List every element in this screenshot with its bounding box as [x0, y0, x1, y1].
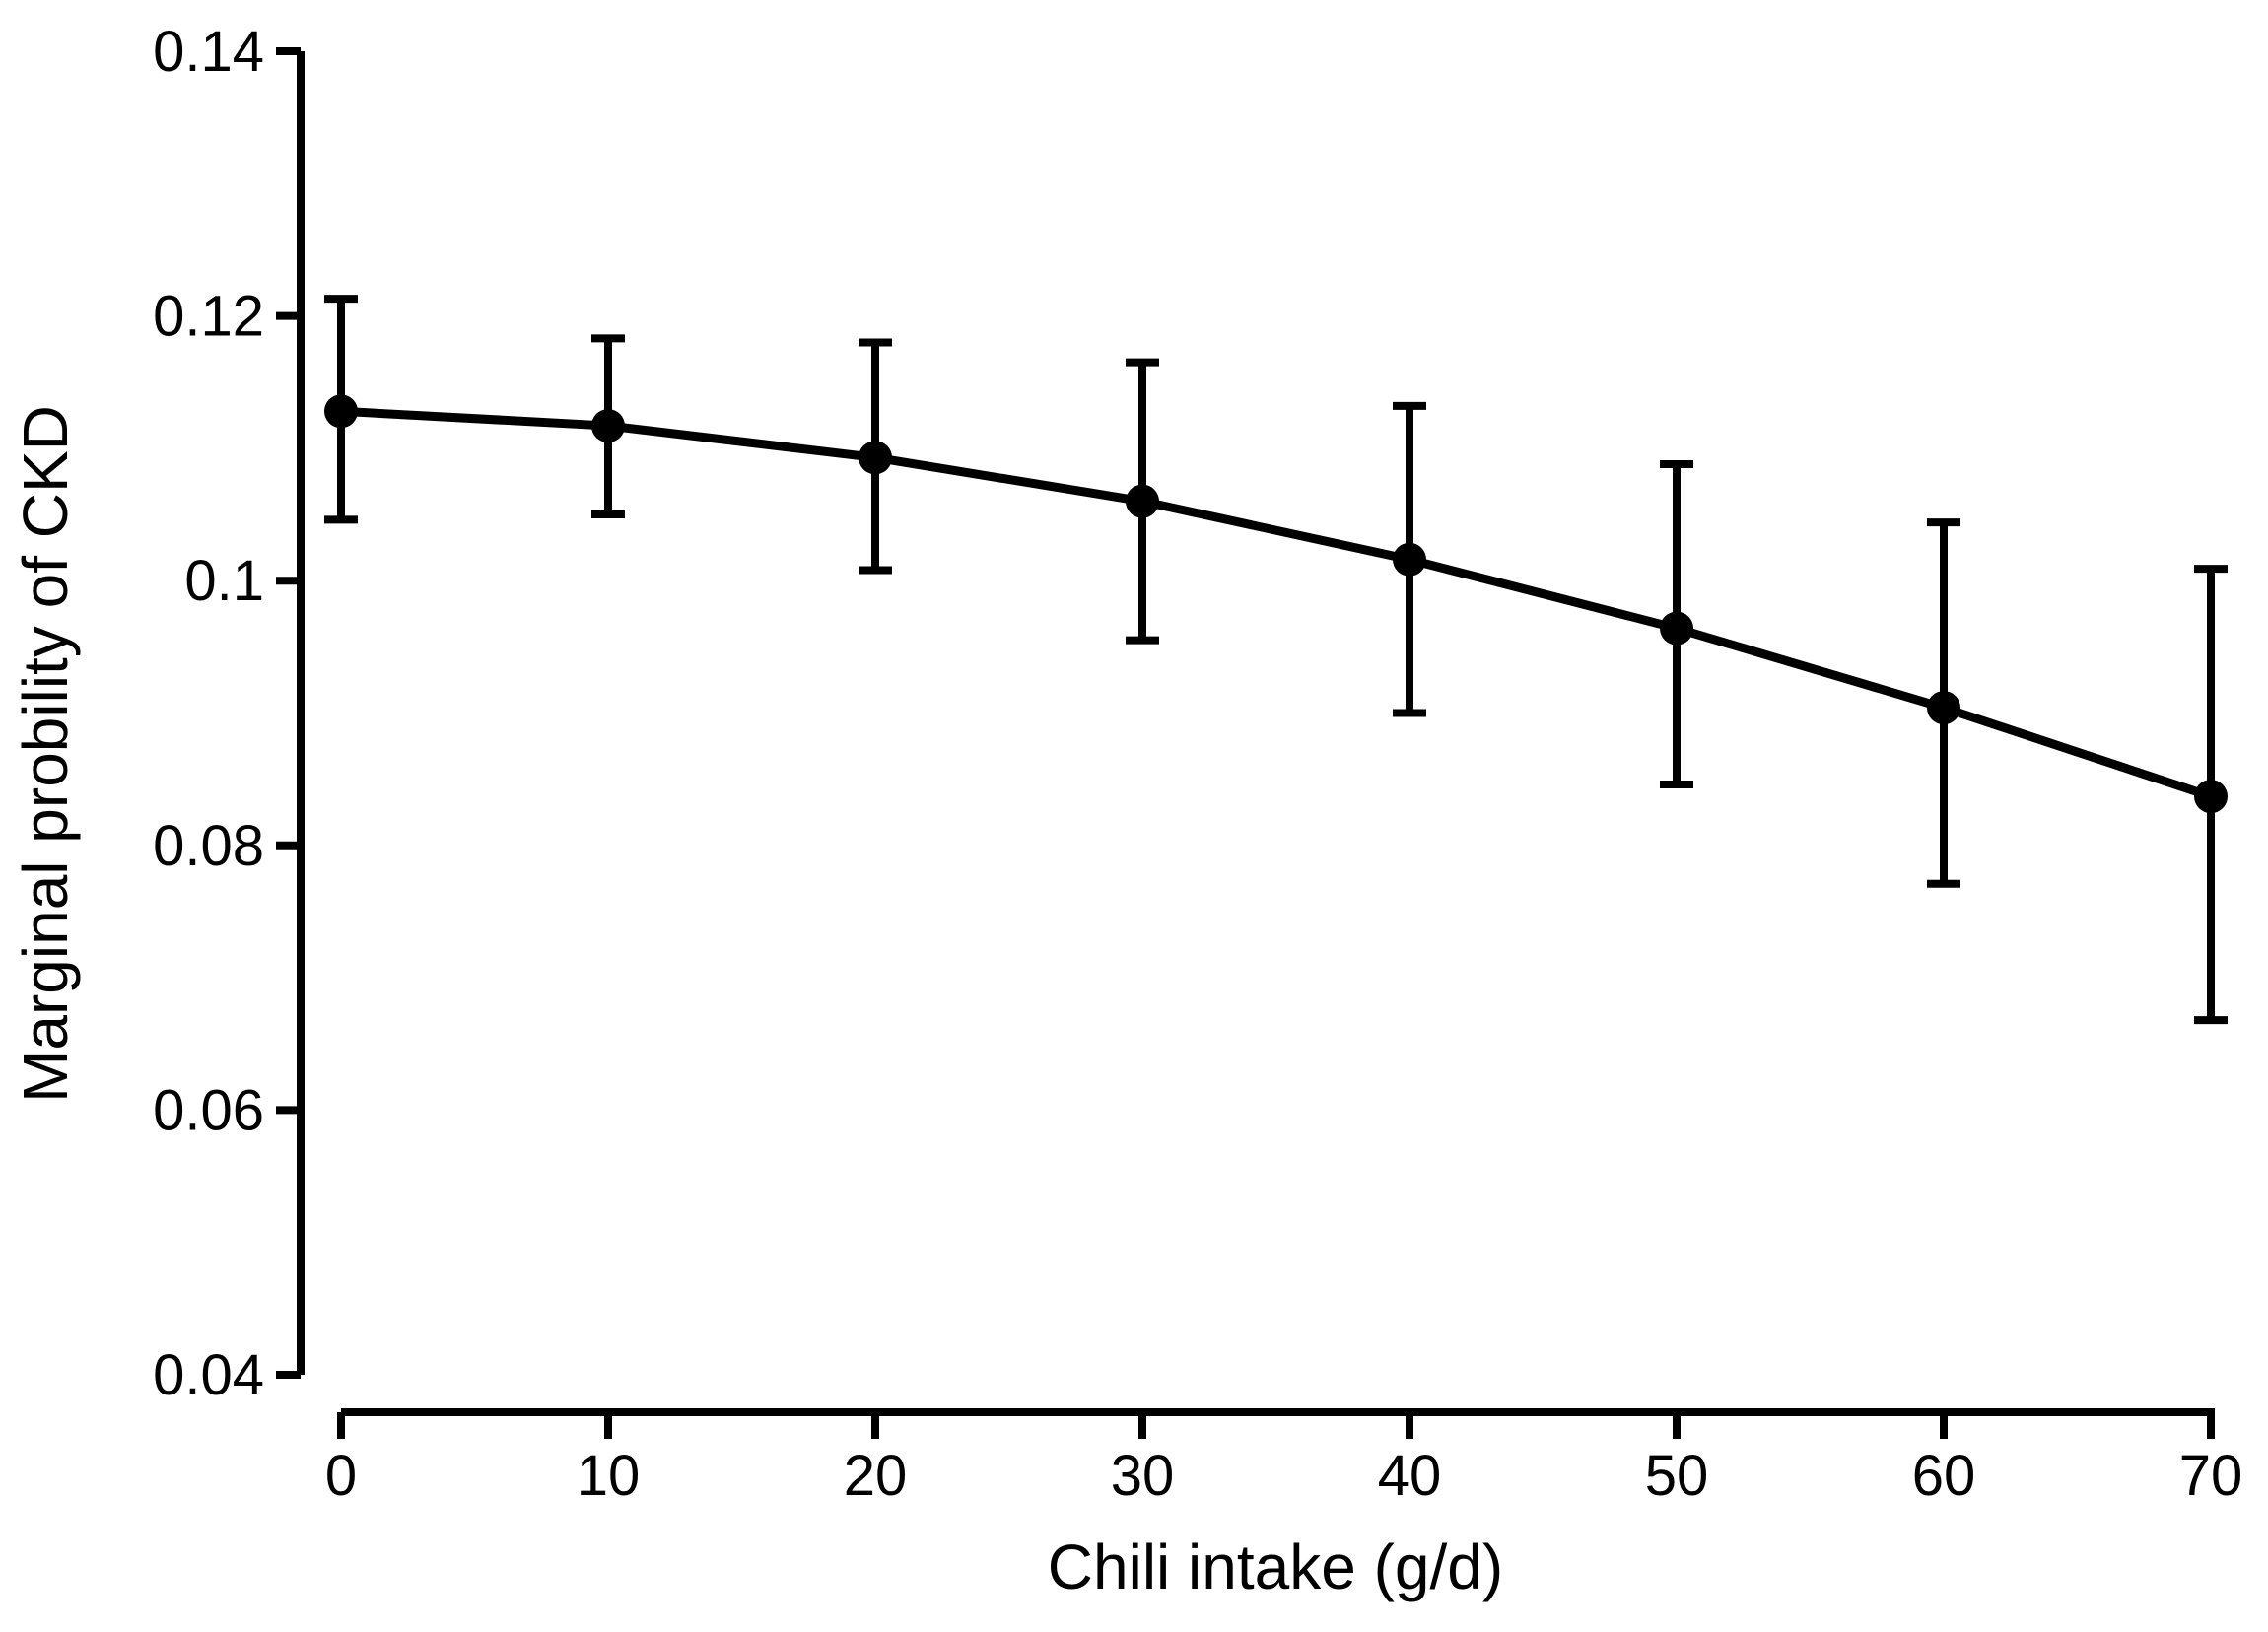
data-point-marker: [2194, 780, 2228, 814]
x-tick-label: 0: [325, 1444, 357, 1508]
y-axis-title: Marginal probility of CKD: [10, 405, 81, 1103]
data-point-marker: [1126, 484, 1159, 518]
x-tick-label: 40: [1378, 1444, 1442, 1508]
data-point-marker: [1660, 611, 1693, 646]
x-tick-label: 60: [1912, 1444, 1976, 1508]
trend-line: [340, 406, 2213, 801]
y-tick-label: 0.1: [184, 549, 264, 613]
data-point-marker: [591, 409, 625, 443]
data-point-marker: [324, 394, 358, 429]
y-tick-label: 0.08: [153, 814, 264, 878]
x-axis-title: Chili intake (g/d): [1048, 1531, 1503, 1602]
y-tick-label: 0.12: [153, 285, 264, 349]
x-tick-label: 50: [1645, 1444, 1709, 1508]
x-tick-label: 10: [577, 1444, 641, 1508]
y-tick-label: 0.04: [153, 1343, 264, 1407]
x-tick-label: 70: [2179, 1444, 2243, 1508]
y-tick-label: 0.06: [153, 1078, 264, 1142]
data-point-marker: [1927, 691, 1960, 725]
x-tick-label: 30: [1111, 1444, 1175, 1508]
data-point-marker: [1393, 542, 1426, 577]
data-point-marker: [859, 441, 892, 475]
x-tick-label: 20: [844, 1444, 908, 1508]
y-tick-label: 0.14: [153, 20, 264, 84]
